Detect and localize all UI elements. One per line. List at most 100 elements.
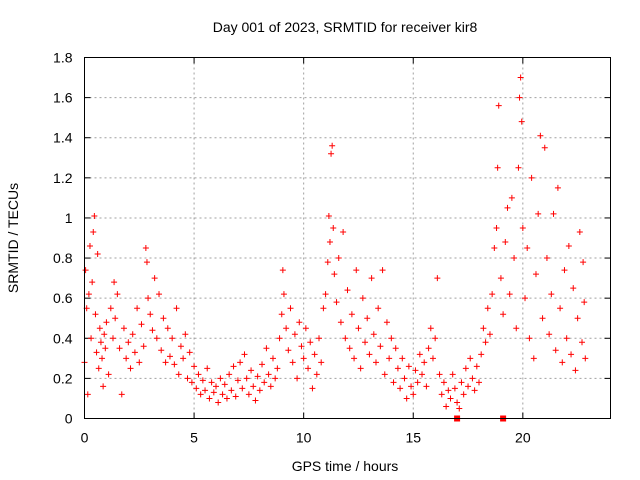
data-point <box>307 339 314 346</box>
data-point <box>500 311 507 318</box>
data-point <box>217 375 224 382</box>
data-point <box>93 349 100 356</box>
x-tick-label: 5 <box>190 430 198 446</box>
data-point <box>511 255 518 262</box>
data-point <box>151 275 158 282</box>
data-point <box>480 325 487 332</box>
data-point <box>191 363 198 370</box>
data-point <box>88 335 95 342</box>
data-point <box>359 295 366 302</box>
data-point <box>195 371 202 378</box>
data-point <box>202 387 209 394</box>
data-point <box>166 353 173 360</box>
data-point <box>516 94 523 101</box>
data-point <box>394 365 401 372</box>
data-point <box>324 259 331 266</box>
data-point <box>99 355 106 362</box>
data-point <box>109 335 116 342</box>
y-tick-label: 0.4 <box>53 330 73 346</box>
data-point <box>432 335 439 342</box>
data-point <box>90 228 97 235</box>
data-point <box>383 319 390 326</box>
data-point <box>565 243 572 250</box>
data-point <box>337 319 344 326</box>
data-point <box>493 224 500 231</box>
data-point <box>226 371 233 378</box>
data-point <box>94 251 101 258</box>
data-point <box>494 164 501 171</box>
data-point <box>495 102 502 109</box>
data-point <box>416 351 423 358</box>
data-point <box>287 305 294 312</box>
data-point <box>513 325 520 332</box>
data-point <box>252 397 259 404</box>
data-point <box>557 305 564 312</box>
data-point <box>357 365 364 372</box>
data-point <box>245 391 252 398</box>
data-point <box>478 351 485 358</box>
data-point <box>346 345 353 352</box>
data-point <box>329 142 336 149</box>
data-point <box>508 194 515 201</box>
data-point <box>127 365 134 372</box>
data-point <box>550 210 557 217</box>
data-point <box>399 355 406 362</box>
data-point <box>305 365 312 372</box>
data-point <box>223 395 230 402</box>
data-point <box>105 371 112 378</box>
data-point <box>118 391 125 398</box>
data-point <box>362 339 369 346</box>
data-point <box>408 383 415 390</box>
data-point <box>228 387 235 394</box>
data-point <box>276 335 283 342</box>
data-point <box>175 371 182 378</box>
data-point <box>427 325 434 332</box>
data-point <box>333 299 340 306</box>
data-point <box>580 259 587 266</box>
data-point <box>451 385 458 392</box>
data-point <box>491 245 498 252</box>
data-point <box>302 325 309 332</box>
data-point <box>145 295 152 302</box>
data-point <box>261 379 268 386</box>
data-point <box>96 325 103 332</box>
data-point <box>232 393 239 400</box>
data-point <box>366 351 373 358</box>
data-point <box>344 287 351 294</box>
data-point <box>180 355 187 362</box>
data-point <box>326 239 333 246</box>
data-point <box>263 345 270 352</box>
data-point <box>370 331 377 338</box>
data-point <box>112 315 119 322</box>
y-tick-label: 1.2 <box>53 170 73 186</box>
data-point <box>355 325 362 332</box>
data-point <box>445 387 452 394</box>
data-point <box>460 391 467 398</box>
data-point <box>559 359 566 366</box>
data-point <box>528 174 535 181</box>
data-point <box>254 373 261 380</box>
data-point <box>440 379 447 386</box>
data-point <box>237 359 244 366</box>
data-point <box>539 315 546 322</box>
y-tick-label: 0.6 <box>53 290 73 306</box>
data-point <box>294 375 301 382</box>
data-point <box>120 325 127 332</box>
data-point <box>581 299 588 306</box>
data-point <box>234 377 241 384</box>
data-point <box>289 359 296 366</box>
data-point <box>188 379 195 386</box>
data-point <box>129 331 136 338</box>
data-point <box>182 331 189 338</box>
y-tick-label: 1.6 <box>53 90 73 106</box>
data-point <box>239 385 246 392</box>
data-point <box>484 305 491 312</box>
data-point <box>95 365 102 372</box>
chart-title: Day 001 of 2023, SRMTID for receiver kir… <box>213 19 478 35</box>
data-point <box>377 343 384 350</box>
data-point <box>515 164 522 171</box>
data-point <box>102 345 109 352</box>
data-point <box>143 259 150 266</box>
data-point <box>280 291 287 298</box>
